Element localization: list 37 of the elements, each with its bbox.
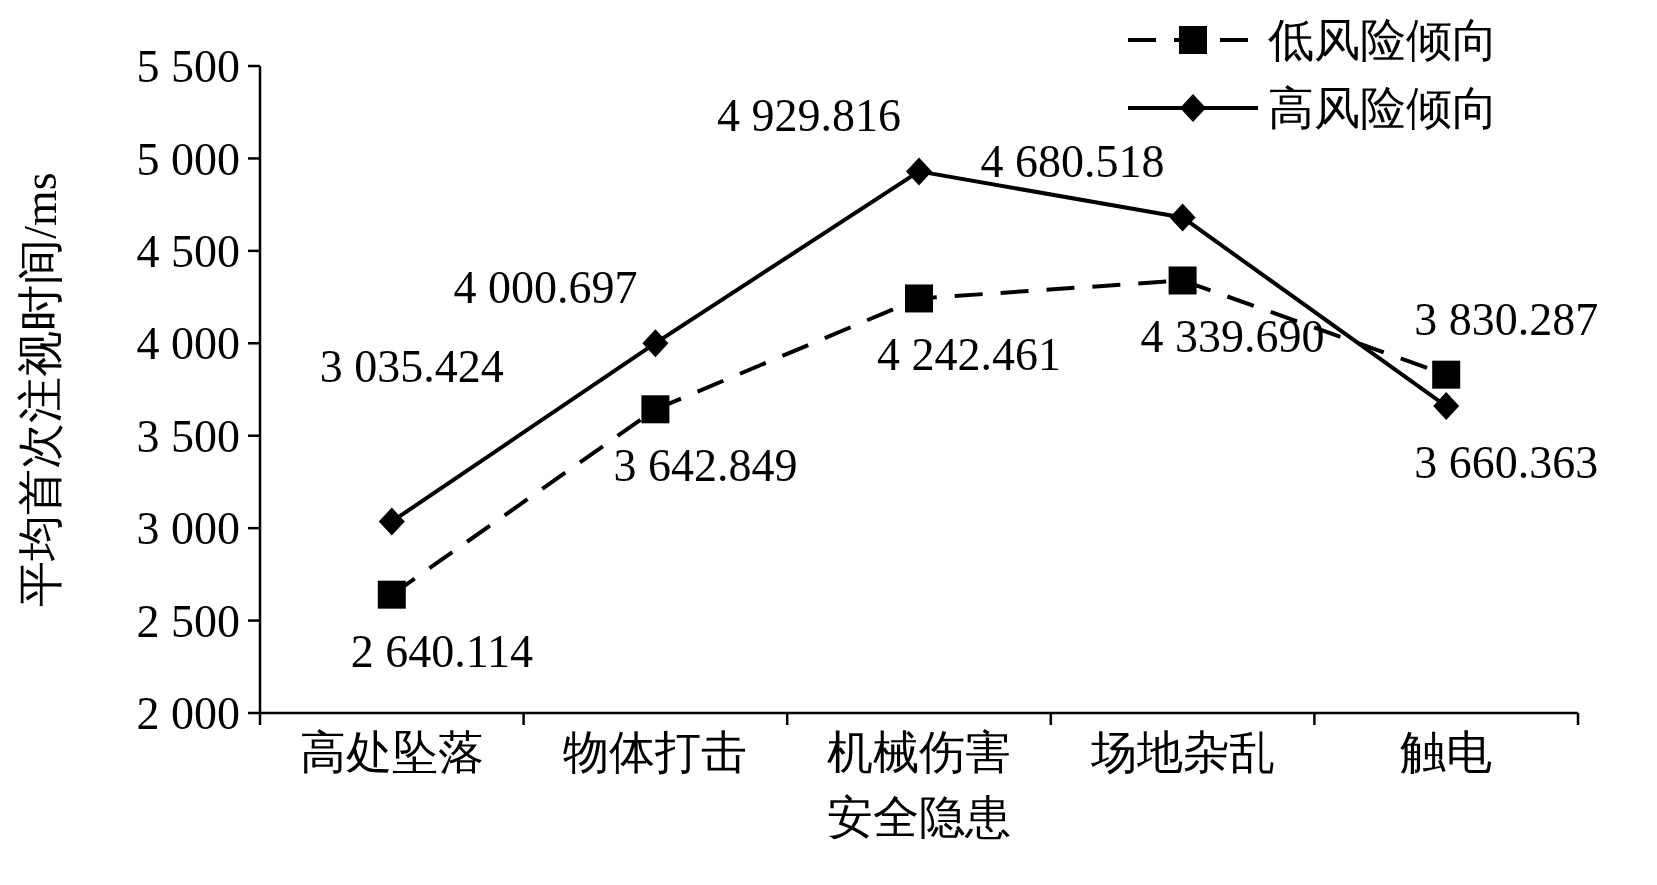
point	[1433, 392, 1460, 421]
y-tick-label: 3 000	[136, 503, 240, 555]
data-label: 3 660.363	[1414, 437, 1599, 489]
y-axis-title: 平均首次注视时间/ms	[15, 172, 66, 607]
y-tick-label: 2 000	[136, 688, 240, 740]
x-tick-label: 场地杂乱	[1089, 727, 1275, 778]
data-label: 2 640.114	[350, 625, 533, 677]
data-label: 3 830.287	[1414, 293, 1599, 345]
y-tick-label: 4 500	[136, 225, 240, 277]
point	[641, 395, 670, 424]
data-label: 4 242.461	[877, 329, 1061, 381]
y-tick-label: 3 500	[136, 410, 240, 462]
point	[642, 329, 669, 358]
point	[1432, 360, 1461, 389]
point	[1169, 203, 1196, 232]
x-axis-title: 安全隐患	[827, 792, 1011, 843]
data-label: 4 000.697	[453, 262, 638, 314]
legend-label: 低风险倾向	[1268, 15, 1498, 67]
point	[906, 157, 932, 186]
point	[1168, 266, 1197, 295]
x-tick-label: 高处坠落	[299, 727, 484, 778]
data-label: 4 680.518	[980, 136, 1165, 188]
x-tick-label: 触电	[1400, 727, 1493, 778]
y-tick-label: 4 000	[136, 318, 240, 370]
x-tick-label: 机械伤害	[827, 727, 1011, 778]
point	[378, 507, 405, 536]
data-label: 4 339.690	[1140, 311, 1325, 363]
y-tick-label: 2 500	[136, 595, 240, 647]
point	[905, 284, 933, 313]
data-label: 3 035.424	[319, 340, 504, 392]
data-label: 3 642.849	[613, 440, 798, 492]
y-tick-label: 5 500	[136, 41, 240, 93]
point	[377, 580, 406, 609]
legend-label: 高风险倾向	[1268, 83, 1498, 135]
x-tick-label: 物体打击	[563, 727, 748, 778]
data-label: 4 929.816	[717, 90, 901, 142]
y-tick-label: 5 000	[136, 133, 240, 185]
